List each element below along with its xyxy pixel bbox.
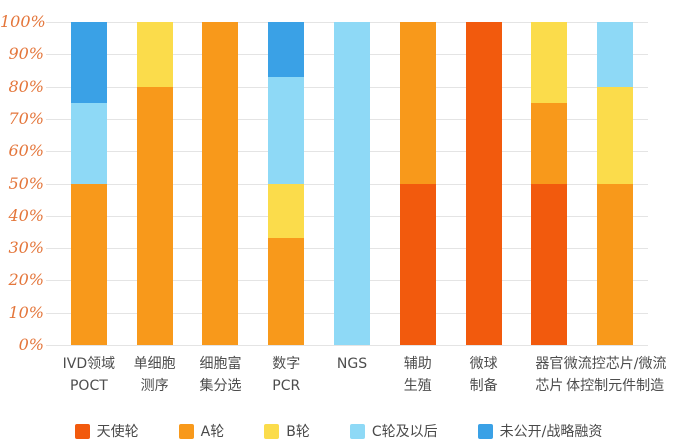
stacked-bar — [202, 22, 239, 345]
gridline — [46, 345, 648, 346]
bar-segment — [268, 183, 305, 239]
x-category-label: NGS — [336, 356, 368, 372]
legend-label: 天使轮 — [96, 424, 139, 440]
bar-segment — [465, 22, 502, 345]
legend-swatch — [74, 423, 90, 439]
legend-item: B轮 — [264, 421, 310, 441]
stacked-bar — [70, 22, 107, 345]
bar-column — [582, 22, 648, 345]
legend-item: C轮及以后 — [349, 421, 438, 441]
y-tick-label: 100% — [0, 12, 46, 31]
legend-swatch — [477, 423, 493, 439]
stacked-bar — [268, 22, 305, 345]
legend-label: A轮 — [200, 424, 225, 440]
legend: 天使轮 A轮 B轮 C轮及以后 未公开/战略融资 — [0, 421, 677, 441]
bar-segment — [136, 86, 173, 345]
bar-segment — [399, 183, 436, 345]
x-category-label: 器官 芯片 — [535, 356, 564, 394]
stacked-bar — [334, 22, 371, 345]
x-category-cell: 数字 PCR — [253, 353, 319, 397]
y-tick-label: 70% — [8, 108, 44, 128]
bars-layer — [56, 22, 648, 345]
bar-segment — [597, 183, 634, 345]
bar-column — [516, 22, 582, 345]
legend-swatch — [178, 423, 194, 439]
x-category-cell: 辅助 生殖 — [385, 353, 451, 397]
bar-segment — [399, 22, 436, 184]
bar-column — [56, 22, 122, 345]
stacked-bar — [399, 22, 436, 345]
x-category-label: 细胞富 集分选 — [199, 356, 242, 394]
x-category-cell: 微流控芯片/微流 体控制元件制造 — [564, 353, 667, 397]
legend-item: 未公开/战略融资 — [477, 421, 603, 441]
x-category-cell: NGS — [319, 353, 385, 397]
x-category-cell: 微球 制备 — [451, 353, 517, 397]
bar-column — [253, 22, 319, 345]
y-tick-label: 0% — [18, 335, 44, 354]
y-tick-label: 50% — [8, 173, 44, 193]
stacked-bar — [136, 22, 173, 345]
y-tick-label: 30% — [8, 238, 44, 258]
bar-segment — [268, 238, 305, 345]
x-category-cell: 单细胞 测序 — [122, 353, 188, 397]
y-tick-label: 20% — [8, 270, 44, 290]
x-category-label: 微球 制备 — [469, 356, 498, 394]
bar-column — [385, 22, 451, 345]
x-category-label: 辅助 生殖 — [403, 356, 432, 394]
bar-segment — [136, 22, 173, 87]
y-tick-label: 60% — [8, 141, 44, 161]
legend-swatch — [349, 423, 365, 439]
bar-segment — [597, 86, 634, 184]
bar-segment — [597, 22, 634, 87]
legend-item: A轮 — [178, 421, 225, 441]
bar-segment — [334, 22, 371, 345]
bar-column — [122, 22, 188, 345]
x-category-label: 单细胞 测序 — [133, 356, 176, 394]
x-category-cell: IVD领域 POCT — [56, 353, 122, 397]
x-axis: IVD领域 POCT 单细胞 测序 细胞富 集分选 数字 PCR NGS 辅助 生殖 微球 制备 器官 芯片… — [56, 353, 667, 397]
bar-column — [451, 22, 517, 345]
bar-column — [188, 22, 254, 345]
bar-segment — [531, 102, 568, 184]
y-tick-label: 80% — [8, 76, 44, 96]
x-category-cell: 器官 芯片 — [516, 353, 582, 397]
stacked-bar — [531, 22, 568, 345]
x-category-label: IVD领域 POCT — [62, 356, 116, 394]
bar-segment — [70, 183, 107, 345]
bar-segment — [531, 183, 568, 345]
bar-segment — [202, 22, 239, 345]
y-tick-label: 10% — [8, 302, 44, 322]
bar-segment — [268, 76, 305, 184]
stacked-bar — [465, 22, 502, 345]
stacked-bar — [597, 22, 634, 345]
bar-segment — [70, 22, 107, 103]
x-category-cell: 细胞富 集分选 — [188, 353, 254, 397]
legend-label: B轮 — [286, 424, 310, 440]
y-tick-label: 40% — [8, 205, 44, 225]
bar-segment — [531, 22, 568, 103]
bar-segment — [268, 22, 305, 77]
bar-column — [319, 22, 385, 345]
x-category-label: 数字 PCR — [272, 356, 301, 394]
legend-swatch — [264, 423, 280, 439]
legend-label: C轮及以后 — [371, 424, 438, 440]
y-tick-label: 90% — [8, 44, 44, 64]
legend-label: 未公开/战略融资 — [499, 424, 603, 440]
bar-segment — [70, 102, 107, 184]
legend-item: 天使轮 — [74, 421, 139, 441]
x-category-label: 微流控芯片/微流 体控制元件制造 — [563, 356, 667, 394]
